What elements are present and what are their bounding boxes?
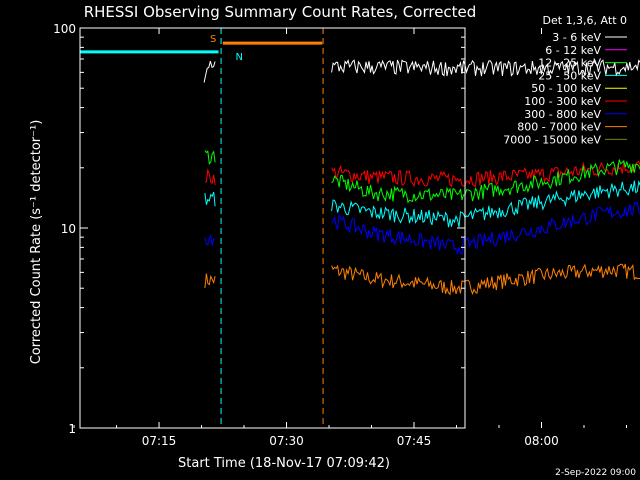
series-line-12-25-kev-2 [331, 159, 640, 204]
series-line-3-6-kev-1 [203, 60, 216, 83]
series-line-100-300-kev-1 [204, 168, 216, 185]
legend-label: 12 - 25 keV [538, 57, 601, 70]
legend-label: 7000 - 15000 keV [503, 133, 601, 146]
series-line-12-25-kev-1 [204, 150, 216, 165]
x-tick-label: 07:30 [269, 434, 304, 448]
series-line-300-800-kev-1 [204, 234, 216, 246]
series-line-3-6-kev-2 [331, 59, 640, 77]
y-axis-label: Corrected Count Rate (s⁻¹ detector⁻¹) [29, 120, 44, 365]
legend-label: 3 - 6 keV [552, 31, 601, 44]
legend-label: 25 - 50 keV [538, 69, 601, 82]
y-tick-label: 100 [53, 22, 76, 36]
x-axis-label: Start Time (18-Nov-17 07:09:42) [178, 456, 390, 471]
state-label-s: S [210, 34, 216, 45]
x-tick-label: 08:00 [524, 434, 559, 448]
series-line-300-800-kev-2 [331, 200, 640, 256]
chart-title: RHESSI Observing Summary Count Rates, Co… [84, 3, 477, 21]
footer-date: 2-Sep-2022 09:00 [555, 468, 636, 478]
series-line-800-7000-kev-2 [331, 263, 640, 296]
series-line-25-50-kev-1 [204, 191, 216, 207]
legend-label: 100 - 300 keV [524, 95, 601, 108]
y-tick-label: 1 [68, 422, 76, 436]
legend-label: 6 - 12 keV [545, 44, 601, 57]
series-line-100-300-kev-2 [331, 160, 640, 188]
legend-header: Det 1,3,6, Att 0 [543, 14, 627, 27]
y-tick-label: 10 [61, 222, 76, 236]
x-tick-label: 07:15 [142, 434, 177, 448]
legend-label: 50 - 100 keV [531, 82, 601, 95]
x-tick-label: 07:45 [397, 434, 432, 448]
plot-frame [79, 27, 466, 429]
legend-label: 800 - 7000 keV [517, 121, 601, 134]
series-line-800-7000-kev-1 [204, 273, 216, 289]
legend-label: 300 - 800 keV [524, 108, 601, 121]
state-label-n: N [236, 52, 243, 63]
series-line-25-50-kev-2 [331, 179, 640, 228]
